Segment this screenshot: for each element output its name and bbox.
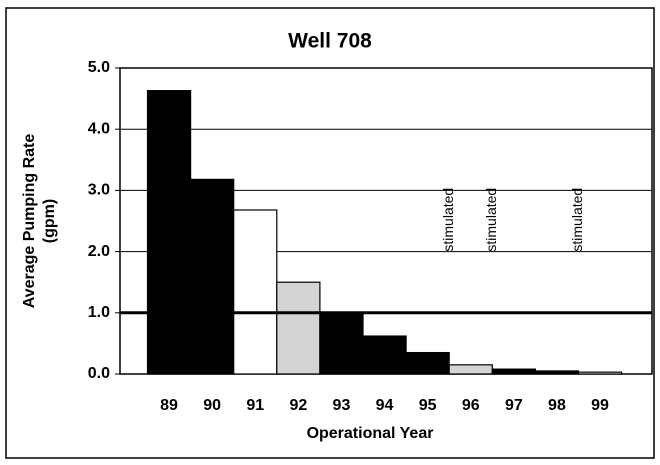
x-tick-label: 95 [419, 397, 437, 414]
x-tick-label: 97 [505, 397, 523, 414]
bar [405, 351, 450, 375]
bar [491, 368, 536, 375]
x-axis-title: Operational Year [307, 425, 434, 442]
bar [362, 335, 407, 375]
x-tick-label: 98 [548, 397, 566, 414]
x-tick-label: 90 [203, 397, 221, 414]
y-tick-label: 2.0 [88, 243, 110, 260]
bar [534, 370, 580, 375]
annotation: stimulated [440, 188, 456, 252]
bar [146, 90, 192, 375]
annotation: stimulated [483, 188, 499, 252]
x-tick-label: 99 [591, 397, 609, 414]
y-axis-title: Average Pumping Rate [21, 134, 38, 309]
x-tick-label: 93 [333, 397, 351, 414]
annotation: stimulated [569, 188, 585, 252]
y-tick-label: 0.0 [88, 365, 110, 382]
x-tick-label: 92 [289, 397, 307, 414]
y-tick-label: 3.0 [88, 182, 110, 199]
bar [448, 364, 493, 375]
y-tick-label: 1.0 [88, 304, 110, 321]
y-tick-label: 5.0 [88, 59, 110, 76]
y-axis-title: (gpm) [41, 199, 58, 243]
bar [190, 178, 235, 375]
bar [577, 371, 623, 375]
y-tick-label: 4.0 [88, 120, 110, 137]
chart-title: Well 708 [288, 30, 372, 53]
bar [276, 281, 321, 375]
x-tick-label: 94 [376, 397, 394, 414]
x-tick-label: 91 [246, 397, 264, 414]
bar [233, 209, 278, 375]
x-tick-label: 96 [462, 397, 480, 414]
x-tick-label: 89 [160, 397, 178, 414]
bar [319, 312, 364, 375]
